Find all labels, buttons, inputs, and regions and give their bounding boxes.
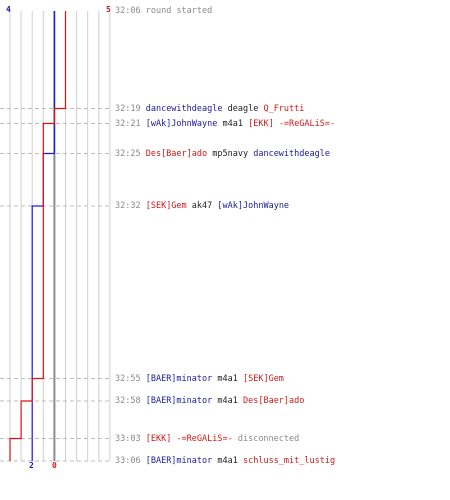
event-text: Des[Baer]ado xyxy=(242,396,305,406)
event-time: 33:06 xyxy=(115,456,141,466)
event-text: m4a1 xyxy=(222,118,243,129)
event-row: 33:03 [EKK] -=ReGALiS=- disconnected xyxy=(115,433,299,445)
event-row: 32:19 dancewithdeagle deagle Q_Frutti xyxy=(115,103,304,115)
red-team-score-line xyxy=(9,11,67,461)
event-text: [EKK] -=ReGALiS=- xyxy=(248,118,336,129)
red-team-end-score: 0 xyxy=(52,461,57,470)
event-time: 33:03 xyxy=(115,433,141,444)
event-text: [SEK]Gem xyxy=(145,201,187,211)
event-text: m4a1 xyxy=(217,373,238,384)
event-row: 32:25 Des[Baer]ado mp5navy dancewithdeag… xyxy=(115,148,330,160)
event-time: 32:55 xyxy=(115,373,141,384)
event-time: 32:58 xyxy=(115,396,141,406)
event-text: [EKK] -=ReGALiS=- xyxy=(145,433,233,444)
event-row: 32:06 round started xyxy=(115,5,212,17)
event-text: [BAER]minator xyxy=(145,396,213,406)
event-row: 32:32 [SEK]Gem ak47 [wAk]JohnWayne xyxy=(115,200,289,212)
event-row: 32:58 [BAER]minator m4a1 Des[Baer]ado xyxy=(115,395,304,407)
event-text: Q_Frutti xyxy=(263,103,305,114)
event-text: round started xyxy=(145,6,213,16)
event-text: [BAER]minator xyxy=(145,456,213,466)
event-text: Des[Baer]ado xyxy=(145,148,208,159)
event-row: 32:55 [BAER]minator m4a1 [SEK]Gem xyxy=(115,373,284,385)
event-text: disconnected xyxy=(237,433,300,444)
blue-team-end-score: 2 xyxy=(29,461,34,470)
event-time: 32:19 xyxy=(115,103,141,114)
event-text: [wAk]JohnWayne xyxy=(217,201,290,211)
event-text: deagle xyxy=(227,103,259,114)
red-team-start-score: 5 xyxy=(106,5,111,14)
event-text: ak47 xyxy=(191,201,213,211)
event-text: m4a1 xyxy=(217,456,238,466)
event-text: [BAER]minator xyxy=(145,373,213,384)
event-text: [SEK]Gem xyxy=(242,373,284,384)
event-time: 32:06 xyxy=(115,6,141,16)
event-text: dancewithdeagle xyxy=(253,148,330,159)
event-text: mp5navy xyxy=(212,148,249,159)
event-time: 32:21 xyxy=(115,118,141,129)
event-text: m4a1 xyxy=(217,396,238,406)
event-row: 32:21 [wAk]JohnWayne m4a1 [EKK] -=ReGALi… xyxy=(115,118,335,130)
event-time: 32:32 xyxy=(115,201,141,211)
event-time: 32:25 xyxy=(115,148,141,159)
event-text: schluss_mit_lustig xyxy=(242,456,336,466)
event-text: [wAk]JohnWayne xyxy=(145,118,218,129)
event-text: dancewithdeagle xyxy=(145,103,223,114)
event-row: 33:06 [BAER]minator m4a1 schluss_mit_lus… xyxy=(115,455,335,467)
blue-team-start-score: 4 xyxy=(6,5,11,14)
